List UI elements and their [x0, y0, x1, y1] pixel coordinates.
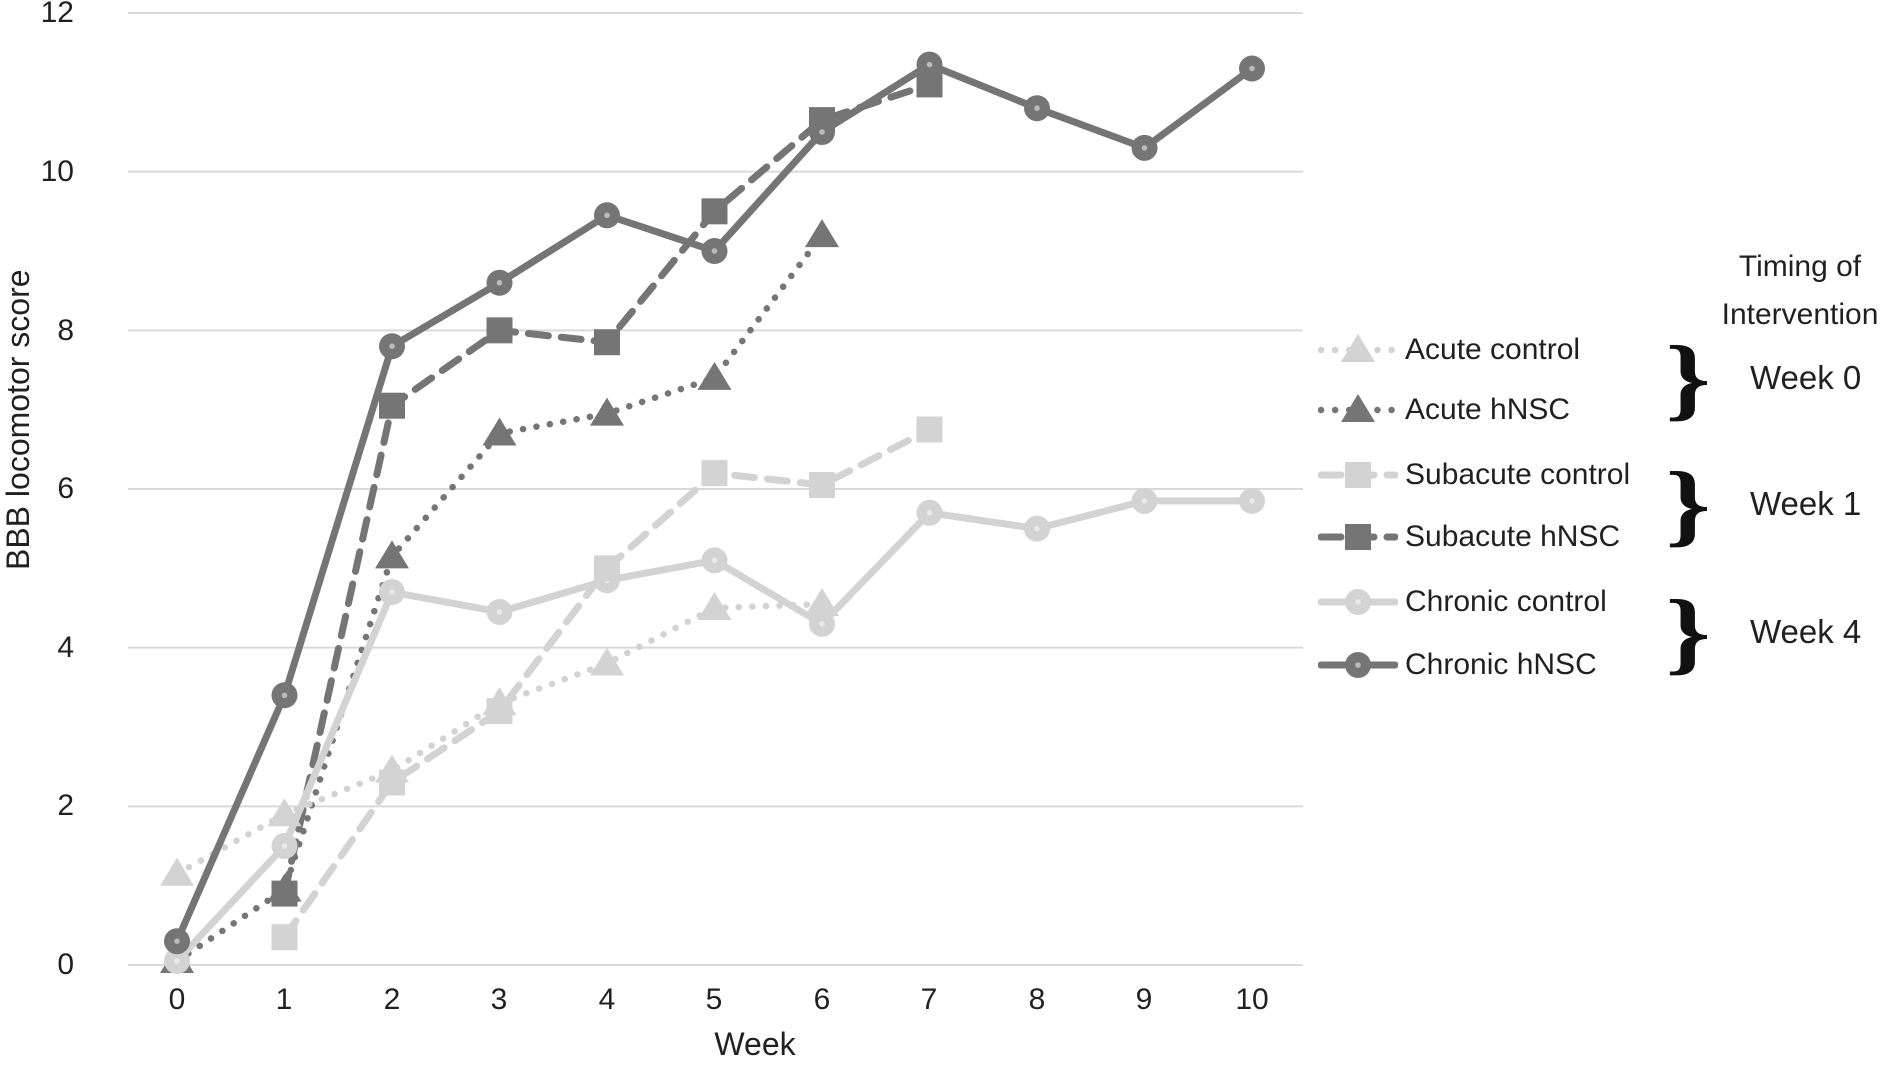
- timing-group-week0: Week 0: [1750, 359, 1862, 396]
- x-axis-title: Week: [714, 1026, 796, 1062]
- timing-group-week1: Week 1: [1750, 485, 1862, 522]
- y-tick-8: 8: [57, 314, 74, 347]
- x-tick-5: 5: [705, 983, 723, 1016]
- x-tick-9: 9: [1135, 983, 1153, 1016]
- chronic-control-swatch-icon: [1318, 589, 1398, 615]
- legend-label: Chronic control: [1405, 585, 1607, 618]
- x-tick-8: 8: [1028, 983, 1046, 1016]
- subacute-control-swatch-icon: [1318, 462, 1398, 488]
- legend-label: Chronic hNSC: [1405, 648, 1597, 681]
- x-tick-4: 4: [598, 983, 616, 1016]
- x-tick-10: 10: [1235, 983, 1269, 1016]
- x-tick-1: 1: [275, 983, 293, 1016]
- legend-item-subacute-hnsc: Subacute hNSC: [1318, 514, 1620, 560]
- legend-label: Acute hNSC: [1405, 393, 1571, 426]
- legend-item-subacute-control: Subacute control: [1318, 452, 1630, 498]
- x-tick-3: 3: [490, 983, 508, 1016]
- acute-control-swatch-icon: [1318, 334, 1398, 362]
- y-tick-2: 2: [57, 789, 74, 822]
- legend-item-acute-hnsc: Acute hNSC: [1318, 387, 1570, 433]
- x-tick-0: 0: [168, 983, 186, 1016]
- series-chronic-hnsc: [164, 51, 1265, 955]
- legend-label: Acute control: [1405, 333, 1581, 366]
- legend-item-chronic-hnsc: Chronic hNSC: [1318, 642, 1597, 688]
- y-tick-12: 12: [40, 0, 74, 29]
- timing-group-week4: Week 4: [1750, 613, 1862, 650]
- timing-header-line1: Timing of: [1738, 250, 1862, 283]
- subacute-hnsc-swatch-icon: [1318, 524, 1398, 550]
- series-subacute-control: [271, 416, 943, 951]
- brace-week4-icon: }: [1665, 581, 1711, 683]
- series-acute-control: [160, 588, 839, 886]
- acute-hnsc-swatch-icon: [1318, 394, 1398, 422]
- chronic-hnsc-swatch-icon: [1318, 652, 1398, 678]
- x-tick-2: 2: [383, 983, 401, 1016]
- x-tick-7: 7: [920, 983, 938, 1016]
- legend-label: Subacute hNSC: [1405, 520, 1621, 553]
- x-tick-6: 6: [813, 983, 831, 1016]
- legend-label: Subacute control: [1405, 458, 1631, 491]
- y-tick-4: 4: [57, 631, 74, 664]
- y-tick-0: 0: [57, 948, 74, 981]
- y-tick-10: 10: [40, 155, 74, 188]
- timing-header-line2: Intervention: [1721, 298, 1879, 331]
- legend-item-acute-control: Acute control: [1318, 327, 1580, 373]
- brace-week1-icon: }: [1665, 453, 1711, 555]
- brace-week0-icon: }: [1665, 327, 1711, 429]
- legend-item-chronic-control: Chronic control: [1318, 579, 1607, 625]
- y-tick-6: 6: [57, 472, 74, 505]
